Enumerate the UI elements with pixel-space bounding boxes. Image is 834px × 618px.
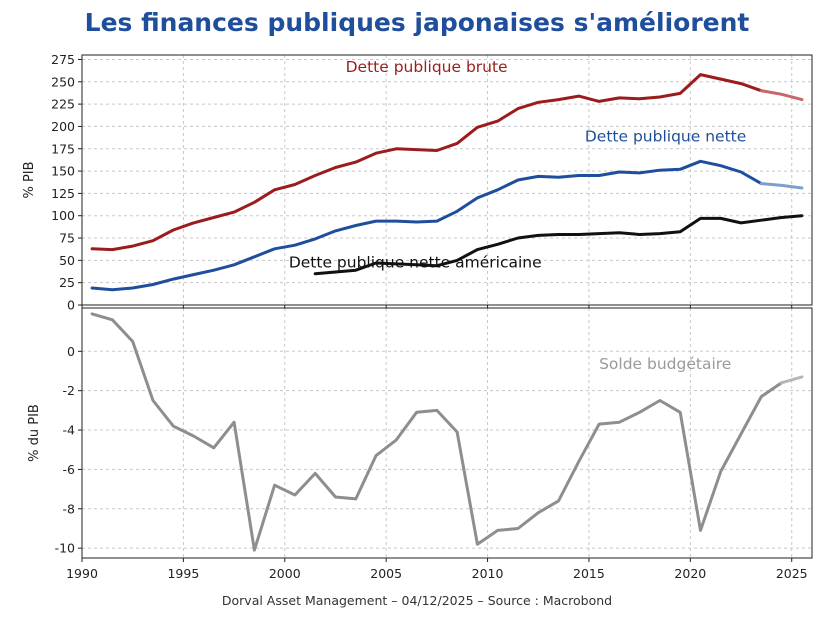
y-tick-label: 50 bbox=[59, 253, 75, 268]
x-tick-label: 2010 bbox=[472, 566, 504, 581]
series-label-1-1: Dette publique brute bbox=[346, 58, 508, 76]
y-tick-label: 175 bbox=[51, 141, 75, 156]
x-tick-label: 2000 bbox=[269, 566, 301, 581]
series-label-2-1: Solde budgétaire bbox=[599, 355, 731, 373]
panel-2: -10 -8 -6 -4 -2 0 % du PIB Solde budgétaire 1990… bbox=[27, 307, 813, 581]
y-tick-label: -2 bbox=[63, 383, 75, 398]
x-tick-label: 2025 bbox=[776, 566, 808, 581]
series-forecast-line-1-1 bbox=[759, 89, 804, 102]
x-tick-label: 1990 bbox=[66, 566, 98, 581]
y-tick-label: 275 bbox=[51, 52, 75, 67]
y-tick-label: 25 bbox=[59, 275, 75, 290]
chart-title: Les finances publiques japonaises s'amél… bbox=[84, 8, 750, 37]
x-tick-label: 1995 bbox=[167, 566, 199, 581]
y-tick-label: 225 bbox=[51, 97, 75, 112]
series-forecast-line-2-1 bbox=[780, 375, 804, 385]
y-tick-label: -4 bbox=[63, 423, 76, 438]
y-axis-label: % du PIB bbox=[27, 404, 42, 462]
y-tick-label: 0 bbox=[67, 298, 75, 313]
y-tick-label: 200 bbox=[51, 119, 75, 134]
source-footer: Dorval Asset Management – 04/12/2025 – S… bbox=[221, 593, 613, 608]
series-label-1-2: Dette publique nette bbox=[585, 128, 746, 146]
x-tick-label: 2015 bbox=[573, 566, 605, 581]
series-label-1-3: Dette publique nette américaine bbox=[289, 254, 542, 272]
y-tick-label: 125 bbox=[51, 186, 75, 201]
series-line-2-1 bbox=[90, 312, 784, 552]
y-tick-label: -10 bbox=[55, 541, 75, 556]
y-axis-label: % PIB bbox=[22, 161, 37, 198]
series-line-1-1 bbox=[90, 73, 763, 252]
y-tick-label: 150 bbox=[51, 164, 75, 179]
series-forecast-line-1-2 bbox=[759, 182, 804, 190]
y-tick-label: -8 bbox=[63, 501, 76, 516]
panel-1: 0 25 50 75 100 125 150 175 200 225 250 275 % PIB Dett… bbox=[22, 52, 813, 313]
plot-frame bbox=[81, 307, 813, 559]
y-tick-label: 75 bbox=[59, 231, 75, 246]
x-tick-label: 2005 bbox=[370, 566, 402, 581]
y-tick-label: 0 bbox=[67, 344, 75, 359]
y-tick-label: 100 bbox=[51, 208, 75, 223]
y-tick-label: 250 bbox=[51, 74, 75, 89]
x-tick-label: 2020 bbox=[674, 566, 706, 581]
y-tick-label: -6 bbox=[63, 462, 76, 477]
series-line-1-3 bbox=[313, 214, 804, 276]
plot-frame bbox=[81, 54, 813, 306]
series-line-1-2 bbox=[90, 159, 763, 292]
